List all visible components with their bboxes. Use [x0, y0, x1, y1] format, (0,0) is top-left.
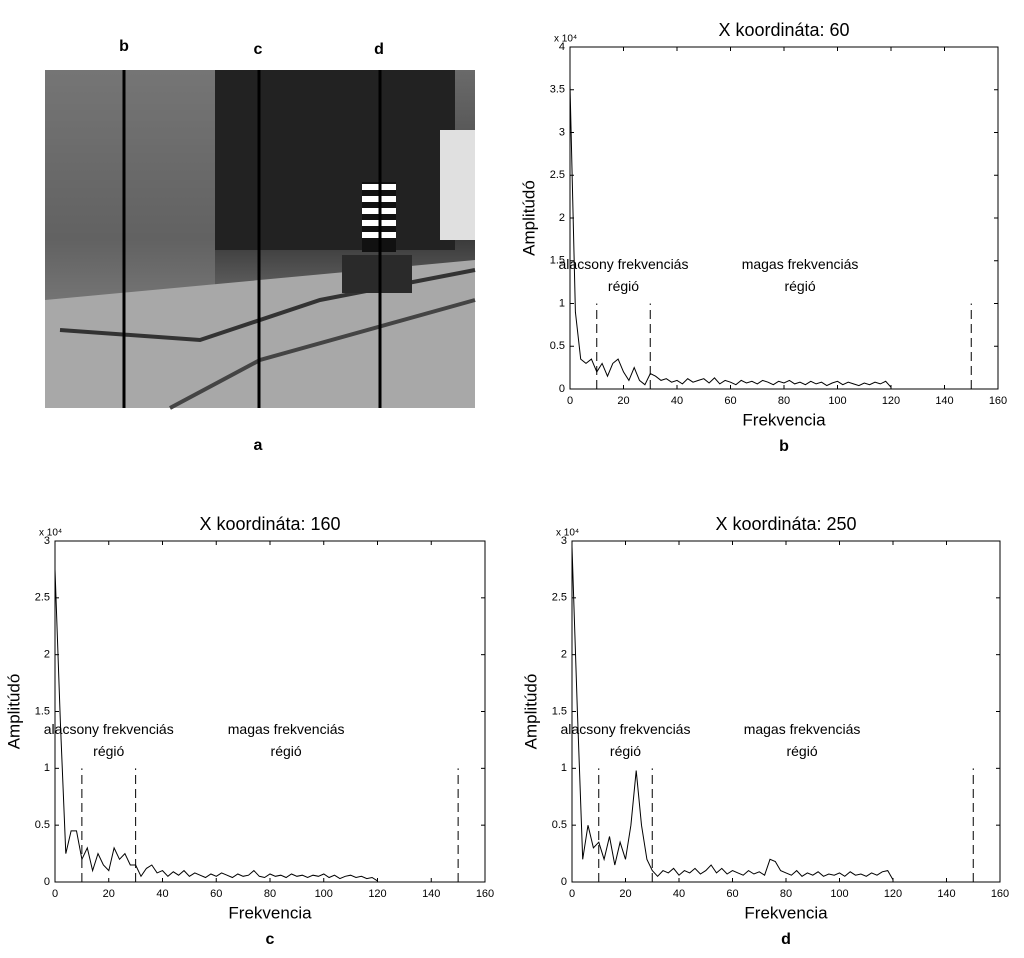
region-label: régió	[271, 743, 302, 759]
line-label: c	[254, 41, 263, 58]
photo: b c d a	[45, 38, 476, 454]
spectrum-line	[569, 85, 892, 388]
y-tick-label: 2	[44, 649, 50, 661]
spectrum-line	[571, 546, 894, 880]
caption: d	[781, 931, 791, 948]
y-tick-label: 0.5	[552, 819, 567, 831]
x-tick-label: 40	[673, 888, 685, 900]
plot-frame	[571, 540, 1001, 883]
chart: 0 20 40 60 80 100 120 140 160 0 0.5 1 1.5 2 2.5 3x 10⁴ X…	[4, 514, 494, 948]
y-axis-label: Amplitúdó	[4, 674, 23, 750]
region-label: magas frekvenciás	[228, 721, 345, 737]
y-tick-label: 4	[559, 41, 565, 53]
x-tick-label: 100	[830, 888, 848, 900]
x-tick-label: 160	[476, 888, 494, 900]
line-label: d	[374, 41, 384, 58]
region-label: régió	[608, 278, 639, 294]
x-axis-label: Frekvencia	[228, 903, 312, 922]
y-tick-label: 1.5	[35, 705, 50, 717]
y-tick-label: 3	[559, 126, 565, 138]
y-tick-label: 2	[561, 649, 567, 661]
x-tick-label: 80	[778, 395, 790, 407]
x-tick-label: 60	[724, 395, 736, 407]
chart: 0 20 40 60 80 100 120 140 160 0 0.5 1 1.5 2 2.5 3x 10⁴ X…	[521, 514, 1009, 948]
x-tick-label: 120	[368, 888, 386, 900]
x-tick-label: 40	[156, 888, 168, 900]
x-tick-label: 140	[937, 888, 955, 900]
x-tick-label: 100	[315, 888, 333, 900]
chart-title: X koordináta: 60	[718, 20, 849, 40]
y-tick-label: 0	[561, 876, 567, 888]
y-tick-label: 2.5	[35, 592, 50, 604]
x-tick-label: 0	[52, 888, 58, 900]
y-tick-label: 3	[44, 535, 50, 547]
y-tick-label: 0	[44, 876, 50, 888]
y-axis-label: Amplitúdó	[521, 674, 540, 750]
x-tick-label: 80	[780, 888, 792, 900]
caption: a	[254, 437, 263, 454]
y-tick-label: 3.5	[550, 84, 565, 96]
y-multiplier: x 10⁴	[554, 34, 577, 45]
plot-frame	[54, 540, 486, 883]
y-tick-label: 1.5	[552, 705, 567, 717]
chart-title: X koordináta: 160	[199, 514, 340, 534]
caption: b	[779, 438, 789, 455]
y-tick-label: 2.5	[550, 169, 565, 181]
x-tick-label: 80	[264, 888, 276, 900]
y-tick-label: 0.5	[35, 819, 50, 831]
x-tick-label: 120	[884, 888, 902, 900]
x-tick-label: 20	[103, 888, 115, 900]
y-axis-label: Amplitúdó	[519, 180, 538, 256]
caption: c	[266, 931, 275, 948]
x-tick-label: 60	[210, 888, 222, 900]
x-tick-label: 140	[935, 395, 953, 407]
chart-title: X koordináta: 250	[715, 514, 856, 534]
x-axis-label: Frekvencia	[742, 410, 826, 429]
y-tick-label: 2.5	[552, 592, 567, 604]
y-tick-label: 1.5	[550, 255, 565, 267]
region-label: régió	[784, 278, 815, 294]
region-label: magas frekvenciás	[744, 721, 861, 737]
region-label: alacsony frekvenciás	[561, 721, 691, 737]
x-tick-label: 20	[617, 395, 629, 407]
plot-frame	[569, 46, 999, 390]
y-tick-label: 0	[559, 383, 565, 395]
x-tick-label: 0	[569, 888, 575, 900]
x-tick-label: 100	[828, 395, 846, 407]
region-label: régió	[93, 743, 124, 759]
x-tick-label: 60	[726, 888, 738, 900]
y-tick-label: 1	[44, 762, 50, 774]
y-tick-label: 1	[559, 297, 565, 309]
x-tick-label: 0	[567, 395, 573, 407]
spectrum-line	[54, 569, 378, 882]
region-label: magas frekvenciás	[742, 256, 859, 272]
chart: 0 20 40 60 80 100 120 140 160 0 0.5 1 1.5 2 2.5 3 3.5 4x …	[519, 20, 1007, 455]
x-tick-label: 140	[422, 888, 440, 900]
x-tick-label: 20	[619, 888, 631, 900]
y-multiplier: x 10⁴	[556, 528, 579, 539]
y-tick-label: 2	[559, 212, 565, 224]
y-tick-label: 3	[561, 535, 567, 547]
x-axis-label: Frekvencia	[744, 903, 828, 922]
y-tick-label: 0.5	[550, 340, 565, 352]
line-label: b	[119, 38, 129, 55]
region-label: alacsony frekvenciás	[559, 256, 689, 272]
y-multiplier: x 10⁴	[39, 528, 62, 539]
x-tick-label: 40	[671, 395, 683, 407]
y-tick-label: 1	[561, 762, 567, 774]
region-label: alacsony frekvenciás	[44, 721, 174, 737]
region-label: régió	[610, 743, 641, 759]
x-tick-label: 120	[882, 395, 900, 407]
x-tick-label: 160	[989, 395, 1007, 407]
region-label: régió	[786, 743, 817, 759]
x-tick-label: 160	[991, 888, 1009, 900]
